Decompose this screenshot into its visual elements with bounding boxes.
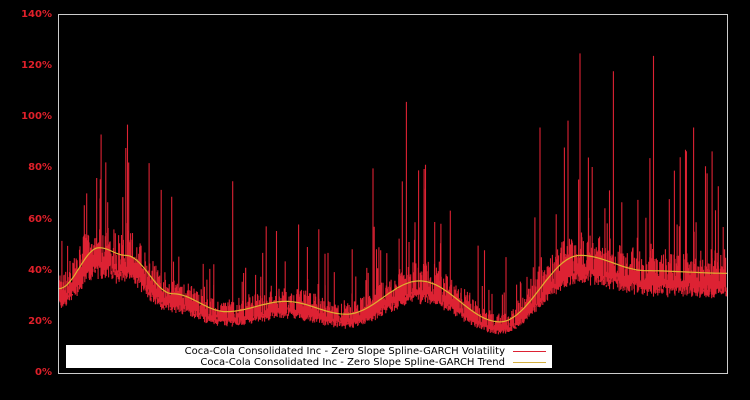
legend-item-trend: Coca-Cola Consolidated Inc - Zero Slope … <box>200 357 546 368</box>
trend-series <box>58 247 727 323</box>
legend-label-trend: Coca-Cola Consolidated Inc - Zero Slope … <box>200 357 505 368</box>
legend-swatch-volatility <box>513 351 546 352</box>
volatility-series <box>58 53 728 335</box>
y-tick-label: 20% <box>28 315 52 327</box>
plot-frame <box>58 14 728 374</box>
legend: Coca-Cola Consolidated Inc - Zero Slope … <box>66 345 552 368</box>
legend-swatch-trend <box>513 362 546 363</box>
y-tick-label: 120% <box>21 60 52 72</box>
y-tick-label: 80% <box>28 162 52 174</box>
y-tick-label: 60% <box>28 213 52 225</box>
legend-item-volatility: Coca-Cola Consolidated Inc - Zero Slope … <box>185 346 546 357</box>
y-tick-label: 0% <box>35 367 52 378</box>
y-tick-label: 100% <box>21 111 52 123</box>
legend-label-volatility: Coca-Cola Consolidated Inc - Zero Slope … <box>184 346 505 357</box>
y-tick-label: 140% <box>21 9 52 20</box>
y-tick-label: 40% <box>28 264 52 276</box>
